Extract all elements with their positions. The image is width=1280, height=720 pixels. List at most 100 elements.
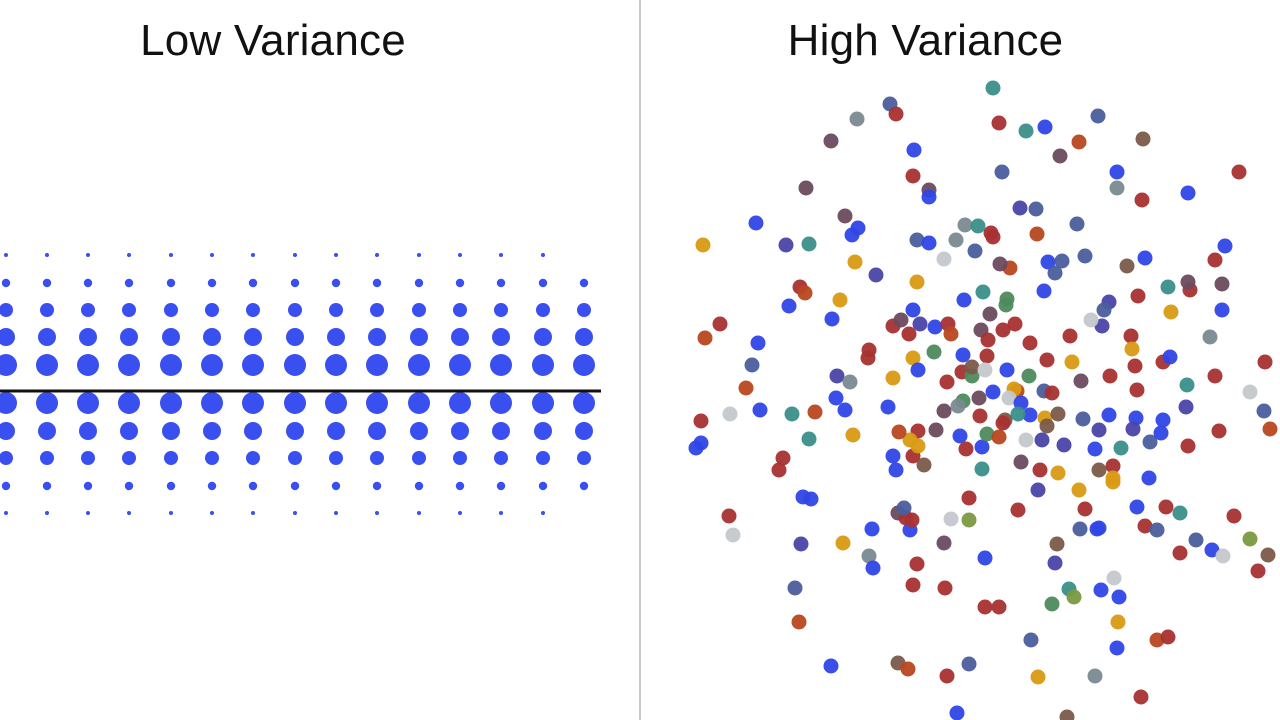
- scatter-dot: [1162, 349, 1178, 365]
- grid-dot: [45, 511, 49, 515]
- scatter-dot: [975, 284, 991, 300]
- scatter-dot: [1130, 288, 1146, 304]
- scatter-dot: [1010, 406, 1026, 422]
- grid-dot: [201, 354, 223, 376]
- grid-dot: [244, 422, 262, 440]
- scatter-dot: [868, 267, 884, 283]
- grid-dot: [414, 278, 424, 288]
- grid-dot: [124, 278, 134, 288]
- scatter-dot: [1012, 200, 1028, 216]
- scatter-dot: [955, 347, 971, 363]
- scatter-dot: [1149, 522, 1165, 538]
- grid-dot: [0, 354, 17, 376]
- scatter-dot: [1226, 508, 1242, 524]
- scatter-dot: [693, 413, 709, 429]
- scatter-dot: [1188, 532, 1204, 548]
- scatter-dot: [948, 232, 964, 248]
- scatter-dot: [744, 357, 760, 373]
- scatter-dot: [1172, 545, 1188, 561]
- scatter-dot: [1072, 521, 1088, 537]
- scatter-dot: [1050, 465, 1066, 481]
- grid-dot: [205, 451, 219, 465]
- scatter-dot: [807, 404, 823, 420]
- scatter-dot: [985, 384, 1001, 400]
- grid-dot: [490, 354, 512, 376]
- scatter-dot: [1018, 123, 1034, 139]
- scatter-dot: [1052, 148, 1068, 164]
- scatter-dot: [1105, 470, 1121, 486]
- scatter-dot: [991, 599, 1007, 615]
- scatter-dot: [1001, 390, 1017, 406]
- scatter-dot: [1013, 454, 1029, 470]
- scatter-dot: [998, 297, 1014, 313]
- grid-dot: [573, 354, 595, 376]
- scatter-dot: [1039, 352, 1055, 368]
- scatter-dot: [1071, 134, 1087, 150]
- scatter-dot: [1094, 318, 1110, 334]
- scatter-dot: [1066, 589, 1082, 605]
- grid-dot: [334, 511, 338, 515]
- scatter-dot: [1106, 570, 1122, 586]
- grid-dot: [288, 451, 302, 465]
- low-variance-dot-grid: [0, 253, 601, 515]
- grid-dot: [246, 451, 260, 465]
- scatter-dot: [999, 362, 1015, 378]
- grid-dot: [38, 422, 56, 440]
- grid-dot: [122, 451, 136, 465]
- grid-dot: [494, 451, 508, 465]
- panel-divider: [639, 0, 641, 720]
- scatter-dot: [1044, 596, 1060, 612]
- scatter-dot: [967, 243, 983, 259]
- low-variance-panel: Low Variance: [0, 16, 601, 515]
- scatter-dot: [971, 390, 987, 406]
- scatter-dot: [1091, 462, 1107, 478]
- grid-dot: [4, 253, 8, 257]
- scatter-dot: [885, 448, 901, 464]
- grid-dot: [368, 328, 386, 346]
- scatter-dot: [985, 80, 1001, 96]
- scatter-dot: [1217, 238, 1233, 254]
- grid-dot: [417, 253, 421, 257]
- high-variance-title: High Variance: [787, 16, 1064, 65]
- scatter-dot: [775, 450, 791, 466]
- scatter-dot: [1022, 335, 1038, 351]
- scatter-dot: [1049, 536, 1065, 552]
- scatter-dot: [893, 312, 909, 328]
- grid-dot: [77, 354, 99, 376]
- scatter-dot: [1110, 614, 1126, 630]
- scatter-dot: [847, 254, 863, 270]
- scatter-dot: [1202, 329, 1218, 345]
- scatter-dot: [1214, 302, 1230, 318]
- grid-dot: [458, 511, 462, 515]
- scatter-dot: [798, 180, 814, 196]
- scatter-dot: [1091, 422, 1107, 438]
- grid-dot: [246, 303, 260, 317]
- scatter-dot: [991, 429, 1007, 445]
- scatter-dot: [909, 556, 925, 572]
- scatter-dot: [1087, 441, 1103, 457]
- grid-dot: [372, 278, 382, 288]
- scatter-dot: [1155, 412, 1171, 428]
- grid-dot: [494, 303, 508, 317]
- scatter-dot: [823, 658, 839, 674]
- scatter-dot: [1083, 312, 1099, 328]
- scatter-dot: [979, 348, 995, 364]
- scatter-dot: [1021, 368, 1037, 384]
- grid-dot: [334, 253, 338, 257]
- grid-dot: [0, 422, 15, 440]
- scatter-dot: [1262, 421, 1278, 437]
- scatter-dot: [1242, 531, 1258, 547]
- scatter-dot: [1141, 470, 1157, 486]
- grid-dot: [325, 392, 347, 414]
- scatter-dot: [801, 431, 817, 447]
- scatter-dot: [905, 302, 921, 318]
- grid-dot: [127, 253, 131, 257]
- grid-dot: [286, 422, 304, 440]
- scatter-dot: [1207, 368, 1223, 384]
- scatter-dot: [1077, 501, 1093, 517]
- scatter-dot: [977, 362, 993, 378]
- scatter-dot: [1260, 547, 1276, 563]
- grid-dot: [327, 328, 345, 346]
- grid-dot: [499, 511, 503, 515]
- scatter-dot: [1022, 407, 1038, 423]
